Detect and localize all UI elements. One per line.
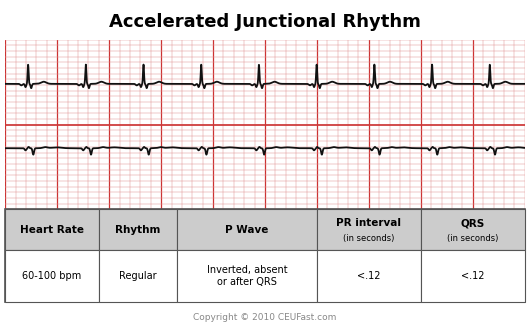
Bar: [317, 209, 421, 250]
Bar: [99, 209, 176, 250]
Text: 60-100 bpm: 60-100 bpm: [22, 271, 82, 281]
Text: Inverted, absent
or after QRS: Inverted, absent or after QRS: [207, 265, 287, 287]
Bar: [5, 209, 99, 250]
Bar: [421, 250, 525, 302]
Text: Regular: Regular: [119, 271, 156, 281]
Text: <.12: <.12: [461, 271, 484, 281]
Text: Accelerated Junctional Rhythm: Accelerated Junctional Rhythm: [109, 13, 421, 31]
Bar: [176, 209, 317, 250]
Text: P Wave: P Wave: [225, 225, 269, 235]
Bar: [421, 209, 525, 250]
Text: QRS: QRS: [461, 218, 485, 228]
Text: Copyright © 2010 CEUFast.com: Copyright © 2010 CEUFast.com: [193, 312, 337, 322]
Text: (in seconds): (in seconds): [343, 234, 394, 243]
Text: Heart Rate: Heart Rate: [20, 225, 84, 235]
Text: (in seconds): (in seconds): [447, 234, 498, 243]
Bar: [99, 250, 176, 302]
Text: PR interval: PR interval: [337, 218, 401, 228]
Text: <.12: <.12: [357, 271, 381, 281]
Bar: [317, 250, 421, 302]
Text: Rhythm: Rhythm: [115, 225, 161, 235]
Bar: [5, 250, 99, 302]
Bar: [176, 250, 317, 302]
